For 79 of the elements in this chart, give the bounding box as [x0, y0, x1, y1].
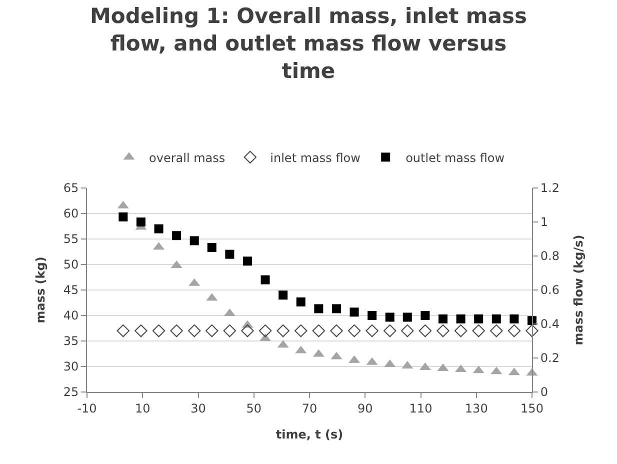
point — [312, 324, 326, 338]
y-tick-label: 35 — [63, 334, 79, 348]
y-tick-label: 60 — [63, 206, 79, 221]
point — [330, 324, 343, 338]
point — [420, 311, 430, 320]
point — [314, 304, 324, 314]
x-tick-label: 50 — [246, 401, 262, 416]
y-tick-label: 50 — [63, 258, 79, 272]
point — [136, 218, 146, 226]
y-tick-label: 55 — [63, 232, 79, 246]
x-tick-label: -10 — [77, 401, 97, 416]
point — [436, 324, 450, 338]
point — [225, 250, 234, 259]
point — [276, 324, 290, 338]
point — [418, 324, 432, 338]
point — [384, 324, 396, 338]
x-tick-label: 110 — [409, 401, 432, 416]
x-tick-label: 10 — [134, 401, 150, 416]
x-tick-label: 90 — [357, 401, 373, 416]
point — [456, 314, 466, 324]
point — [348, 324, 361, 338]
y2-tick-label: 0.6 — [540, 283, 560, 298]
point — [332, 304, 341, 314]
y2-tick-label: 0.4 — [540, 317, 560, 332]
point — [154, 224, 164, 234]
x-tick-label: 130 — [464, 401, 488, 416]
legend-label: outlet mass flow — [406, 150, 505, 165]
point — [152, 324, 166, 338]
point — [241, 324, 254, 338]
point — [385, 312, 394, 322]
y2-tick-label: 0.8 — [540, 249, 560, 264]
point — [438, 314, 448, 324]
point — [474, 314, 484, 324]
point — [490, 324, 503, 338]
point — [134, 324, 148, 338]
point — [401, 324, 414, 338]
x-tick-label: 150 — [520, 401, 544, 416]
y2-tick-label: 1.2 — [540, 181, 560, 196]
point — [366, 324, 378, 338]
point — [278, 290, 288, 300]
point — [492, 314, 501, 324]
point — [118, 212, 128, 222]
chart-title: Modeling 1: Overall mass, inlet mass flow, and outlet mass flow versus time — [90, 4, 527, 83]
x-tick-label: 30 — [190, 401, 206, 416]
point — [116, 324, 130, 338]
y-axis-title: mass (kg) — [34, 256, 48, 324]
point — [350, 308, 359, 317]
y2-tick-label: 0 — [540, 385, 548, 400]
point — [190, 236, 199, 246]
point — [188, 324, 201, 338]
point — [258, 324, 272, 338]
point — [170, 324, 183, 338]
legend-label: inlet mass flow — [270, 150, 361, 165]
y-tick-label: 45 — [63, 283, 79, 298]
point — [242, 256, 252, 266]
point — [508, 324, 521, 338]
y-tick-label: 25 — [63, 385, 79, 400]
point — [510, 314, 519, 324]
point — [296, 297, 306, 306]
legend-label: overall mass — [149, 150, 226, 165]
point — [206, 324, 218, 338]
y-tick-label: 30 — [63, 360, 79, 374]
y-tick-label: 65 — [63, 181, 79, 196]
point — [402, 312, 412, 322]
point — [526, 324, 538, 338]
point — [368, 311, 377, 320]
y-tick-label: 40 — [63, 308, 79, 323]
point — [260, 275, 270, 284]
point — [472, 324, 485, 338]
point — [454, 324, 468, 338]
point — [294, 324, 308, 338]
point — [223, 324, 236, 338]
y2-tick-label: 0.2 — [540, 351, 560, 366]
y2-tick-label: 1 — [540, 215, 548, 230]
point — [172, 231, 182, 240]
point — [207, 243, 216, 252]
y2-axis-title: mass flow (kg/s) — [571, 234, 586, 346]
x-tick-label: 70 — [302, 401, 318, 416]
x-axis-title: time, t (s) — [276, 427, 344, 442]
